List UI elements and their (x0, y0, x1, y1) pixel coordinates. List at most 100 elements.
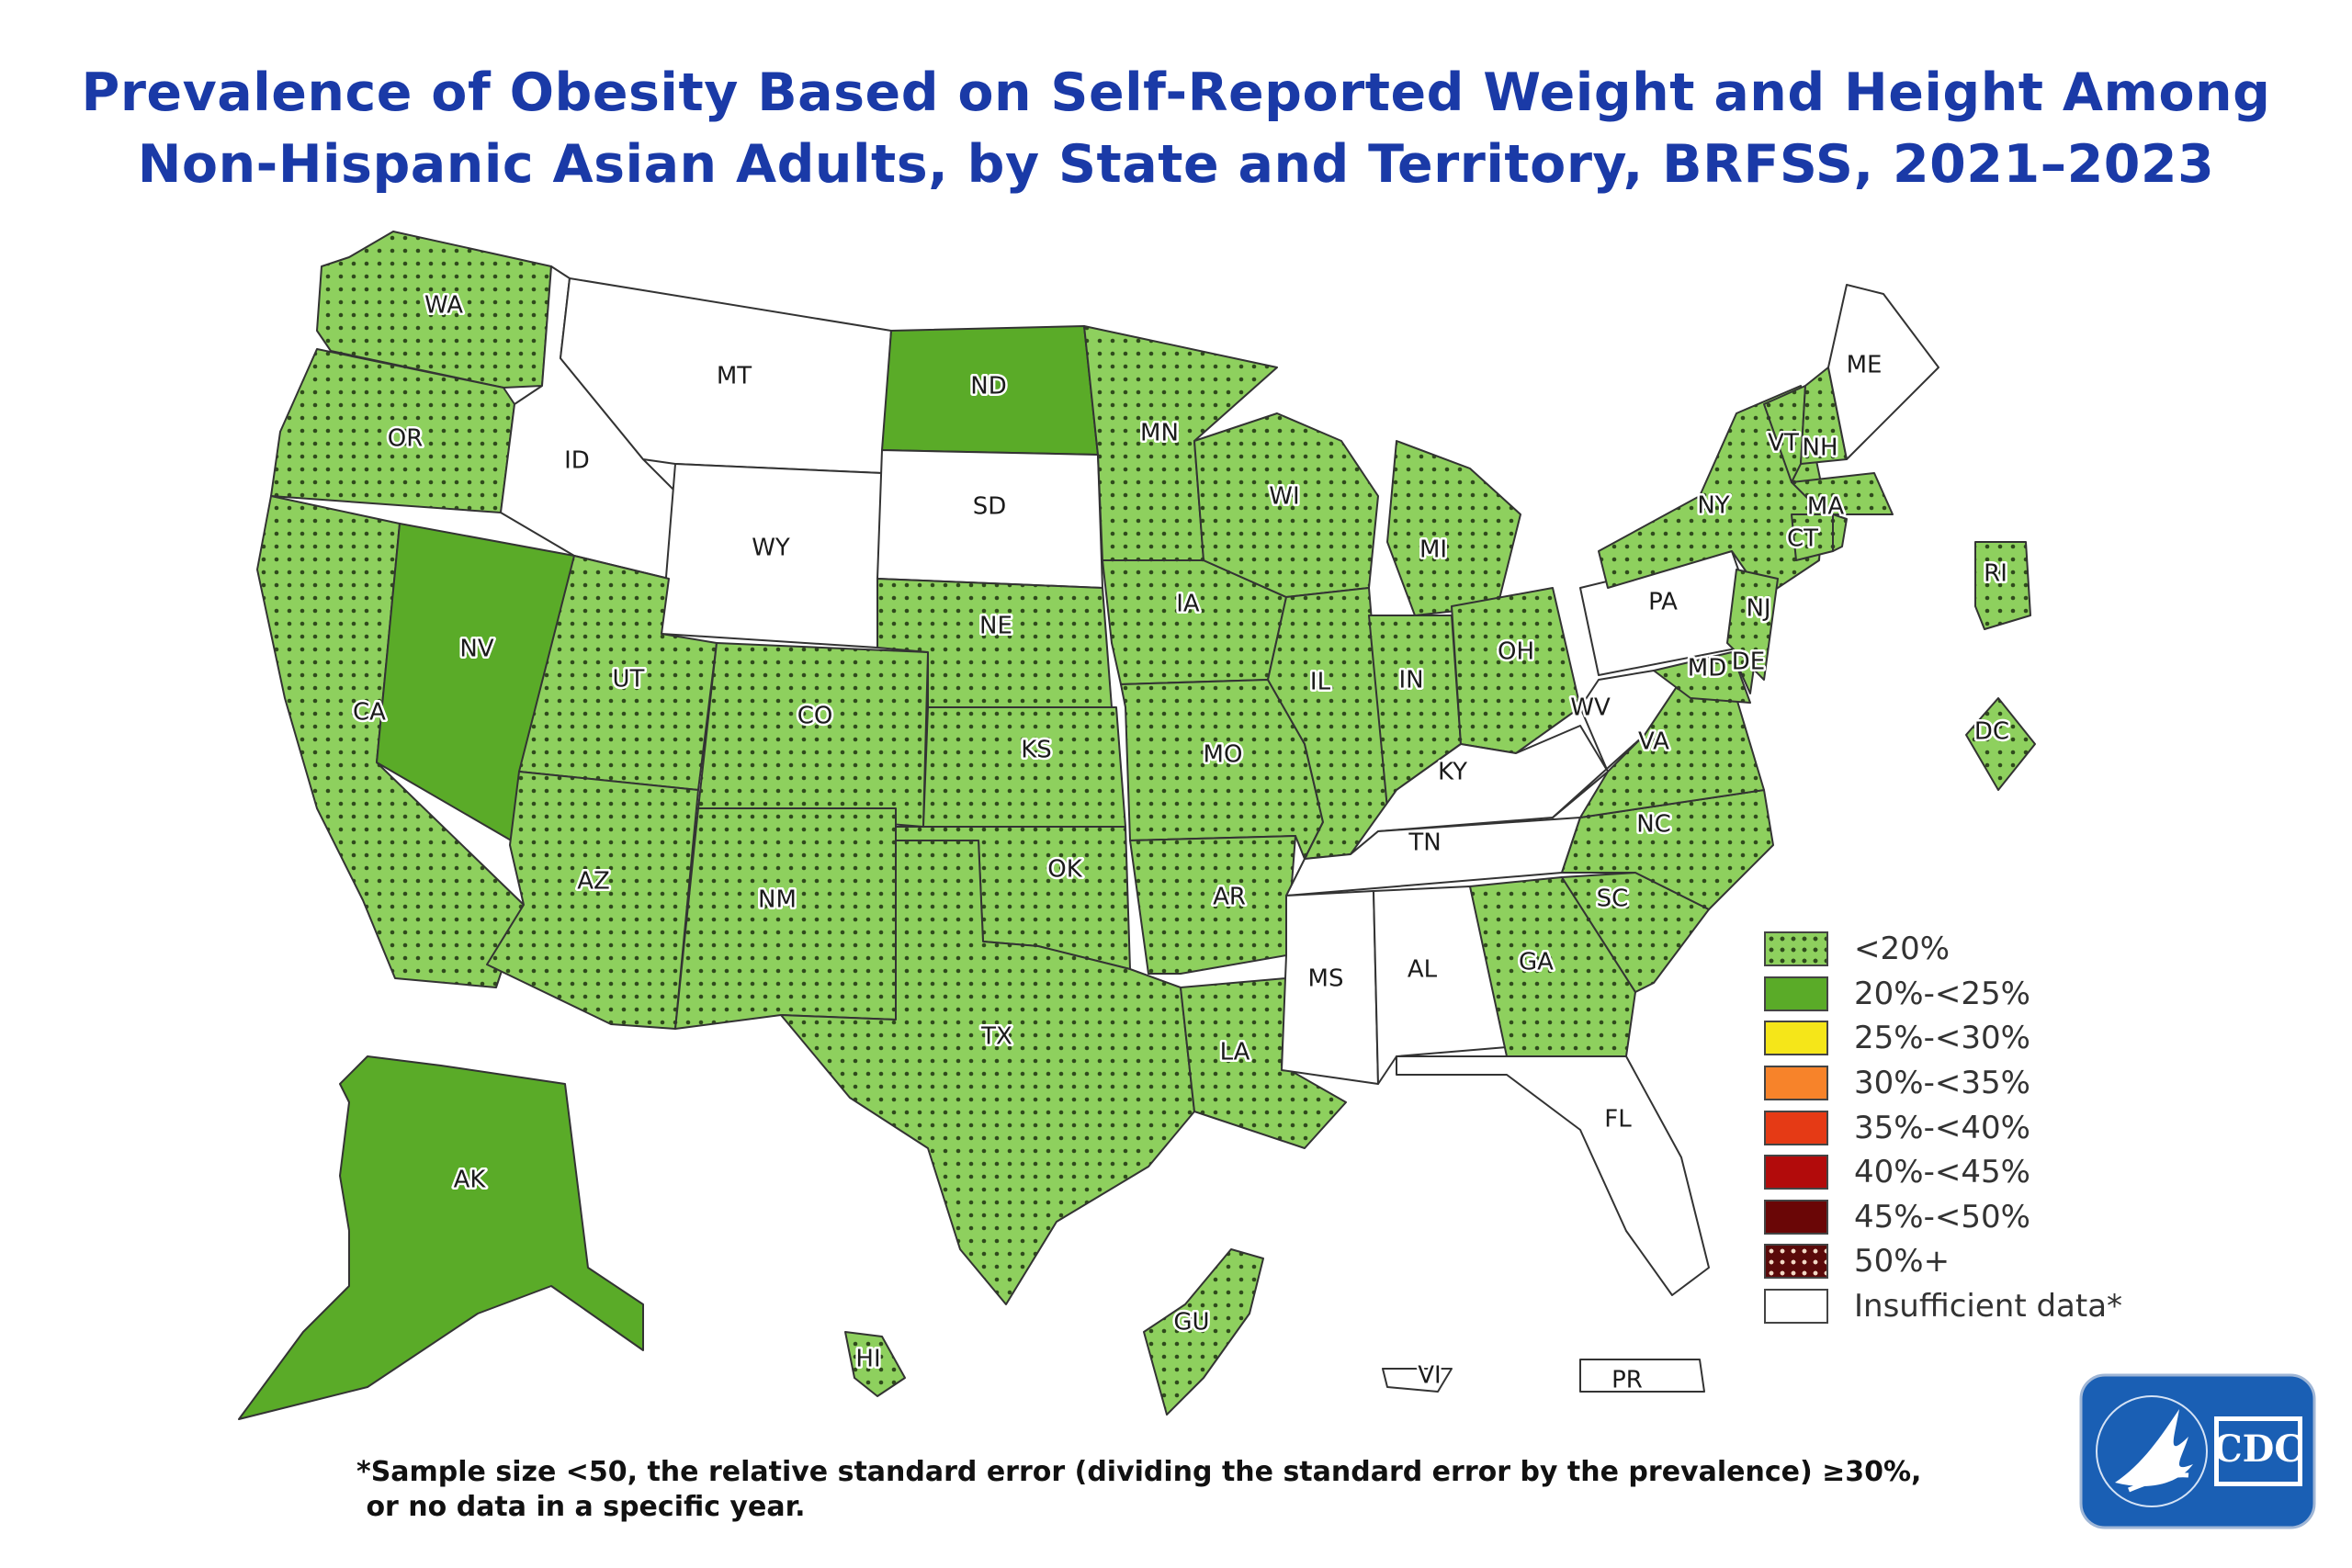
legend-label: 40%-<45% (1854, 1154, 2030, 1191)
state-tx (780, 840, 1195, 1305)
state-ak (238, 1055, 644, 1420)
legend-swatch (1764, 1289, 1828, 1325)
legend-swatch (1764, 1244, 1828, 1280)
state-label-wi: WI (1269, 483, 1299, 511)
state-dc-inset (1965, 697, 2036, 791)
legend-item-c20_25: 20%-<25% (1764, 972, 2122, 1017)
state-label-fl: FL (1604, 1106, 1632, 1134)
state-label-co: CO (797, 703, 833, 730)
state-fl (1396, 1055, 1710, 1296)
state-label-nv: NV (459, 636, 493, 663)
state-label-la: LA (1220, 1039, 1250, 1066)
state-label-oh: OH (1498, 638, 1534, 666)
legend-item-c50plus: 50%+ (1764, 1239, 2122, 1284)
state-label-nd: ND (970, 373, 1006, 400)
legend-swatch (1764, 1199, 1828, 1235)
state-ri (1832, 513, 1848, 552)
legend-swatch (1764, 931, 1828, 967)
state-nj (1726, 569, 1779, 681)
footnote: *Sample size <50, the relative standard … (356, 1455, 1921, 1525)
state-vi (1382, 1368, 1453, 1393)
state-label-ny: NY (1697, 492, 1729, 520)
state-ms (1281, 890, 1379, 1085)
legend-label: Insufficient data* (1854, 1288, 2123, 1325)
state-label-vi: VI (1418, 1362, 1441, 1390)
state-ar (1129, 835, 1296, 975)
state-label-nj: NJ (1746, 595, 1770, 623)
state-label-ca: CA (353, 699, 386, 727)
map-title-line-1: Prevalence of Obesity Based on Self-Repo… (81, 62, 2271, 123)
legend-swatch (1764, 976, 1828, 1011)
legend-item-c45_50: 45%-<50% (1764, 1195, 2122, 1240)
state-hi (844, 1331, 906, 1397)
state-label-pa: PA (1648, 589, 1678, 616)
state-label-dc: DC (1974, 718, 2009, 746)
state-label-ar: AR (1213, 884, 1246, 911)
legend-label: 20%-<25% (1854, 975, 2030, 1012)
state-label-nm: NM (758, 886, 797, 914)
footnote-line-2: or no data in a specific year. (356, 1491, 806, 1523)
legend-swatch (1764, 1155, 1828, 1190)
state-label-wv: WV (1570, 694, 1611, 722)
legend: <20% 20%-<25% 25%-<30% 30%-<35% 35%-<40% 40%-… (1764, 927, 2122, 1328)
state-label-gu: GU (1173, 1309, 1209, 1337)
legend-swatch (1764, 1066, 1828, 1101)
state-label-ct: CT (1787, 525, 1818, 553)
legend-label: 50%+ (1854, 1243, 1951, 1280)
legend-item-c35_40: 35%-<40% (1764, 1105, 2122, 1150)
state-label-in: IN (1398, 667, 1423, 694)
state-pr (1579, 1359, 1705, 1393)
state-label-id: ID (564, 447, 590, 475)
state-label-ky: KY (1438, 759, 1467, 786)
legend-label: <20% (1854, 931, 1951, 968)
map-title: Prevalence of Obesity Based on Self-Repo… (0, 57, 2352, 200)
state-label-ne: NE (979, 613, 1012, 640)
state-label-nh: NH (1803, 434, 1838, 462)
state-md (1653, 651, 1751, 704)
map-title-line-2: Non-Hispanic Asian Adults, by State and … (137, 134, 2215, 195)
state-label-az: AZ (577, 868, 610, 896)
state-label-hi: HI (855, 1346, 880, 1373)
state-mi (1386, 440, 1521, 616)
hhs-eagle-icon (2115, 1409, 2193, 1486)
state-label-wa: WA (424, 292, 463, 320)
state-label-pr: PR (1611, 1367, 1643, 1394)
state-ma (1791, 472, 1894, 515)
state-label-ga: GA (1519, 949, 1554, 976)
state-wv (1552, 670, 1682, 818)
legend-label: 35%-<40% (1854, 1109, 2030, 1146)
state-ri-inset (1974, 541, 2031, 630)
legend-swatch (1764, 1021, 1828, 1056)
state-label-vt: VT (1768, 430, 1799, 457)
state-label-sc: SC (1597, 886, 1629, 913)
state-az (486, 771, 699, 1030)
state-al (1373, 886, 1508, 1085)
state-label-tx: TX (980, 1023, 1012, 1051)
state-gu (1143, 1248, 1264, 1416)
state-label-mn: MN (1140, 420, 1179, 447)
state-label-nc: NC (1636, 811, 1671, 839)
state-ga (1469, 876, 1636, 1057)
state-de (1731, 651, 1756, 694)
state-label-me: ME (1847, 352, 1883, 379)
state-label-ks: KS (1021, 737, 1052, 764)
state-label-ia: IA (1176, 591, 1200, 618)
state-label-mi: MI (1419, 536, 1447, 564)
legend-item-c30_35: 30%-<35% (1764, 1061, 2122, 1106)
state-label-sd: SD (973, 493, 1007, 521)
legend-label: 25%-<30% (1854, 1020, 2030, 1057)
state-oh (1451, 587, 1581, 754)
state-label-tn: TN (1408, 829, 1441, 857)
state-label-ok: OK (1047, 856, 1082, 884)
state-label-va: VA (1638, 728, 1669, 756)
state-label-de: DE (1732, 649, 1765, 676)
state-ks (922, 706, 1126, 828)
state-wi (1193, 412, 1379, 598)
state-label-al: AL (1408, 956, 1438, 984)
state-label-ms: MS (1308, 965, 1344, 993)
state-label-ri: RI (1984, 560, 2007, 588)
legend-item-c25_30: 25%-<30% (1764, 1016, 2122, 1061)
state-label-mo: MO (1204, 741, 1243, 769)
legend-item-lt20: <20% (1764, 927, 2122, 972)
legend-item-c40_45: 40%-<45% (1764, 1150, 2122, 1195)
